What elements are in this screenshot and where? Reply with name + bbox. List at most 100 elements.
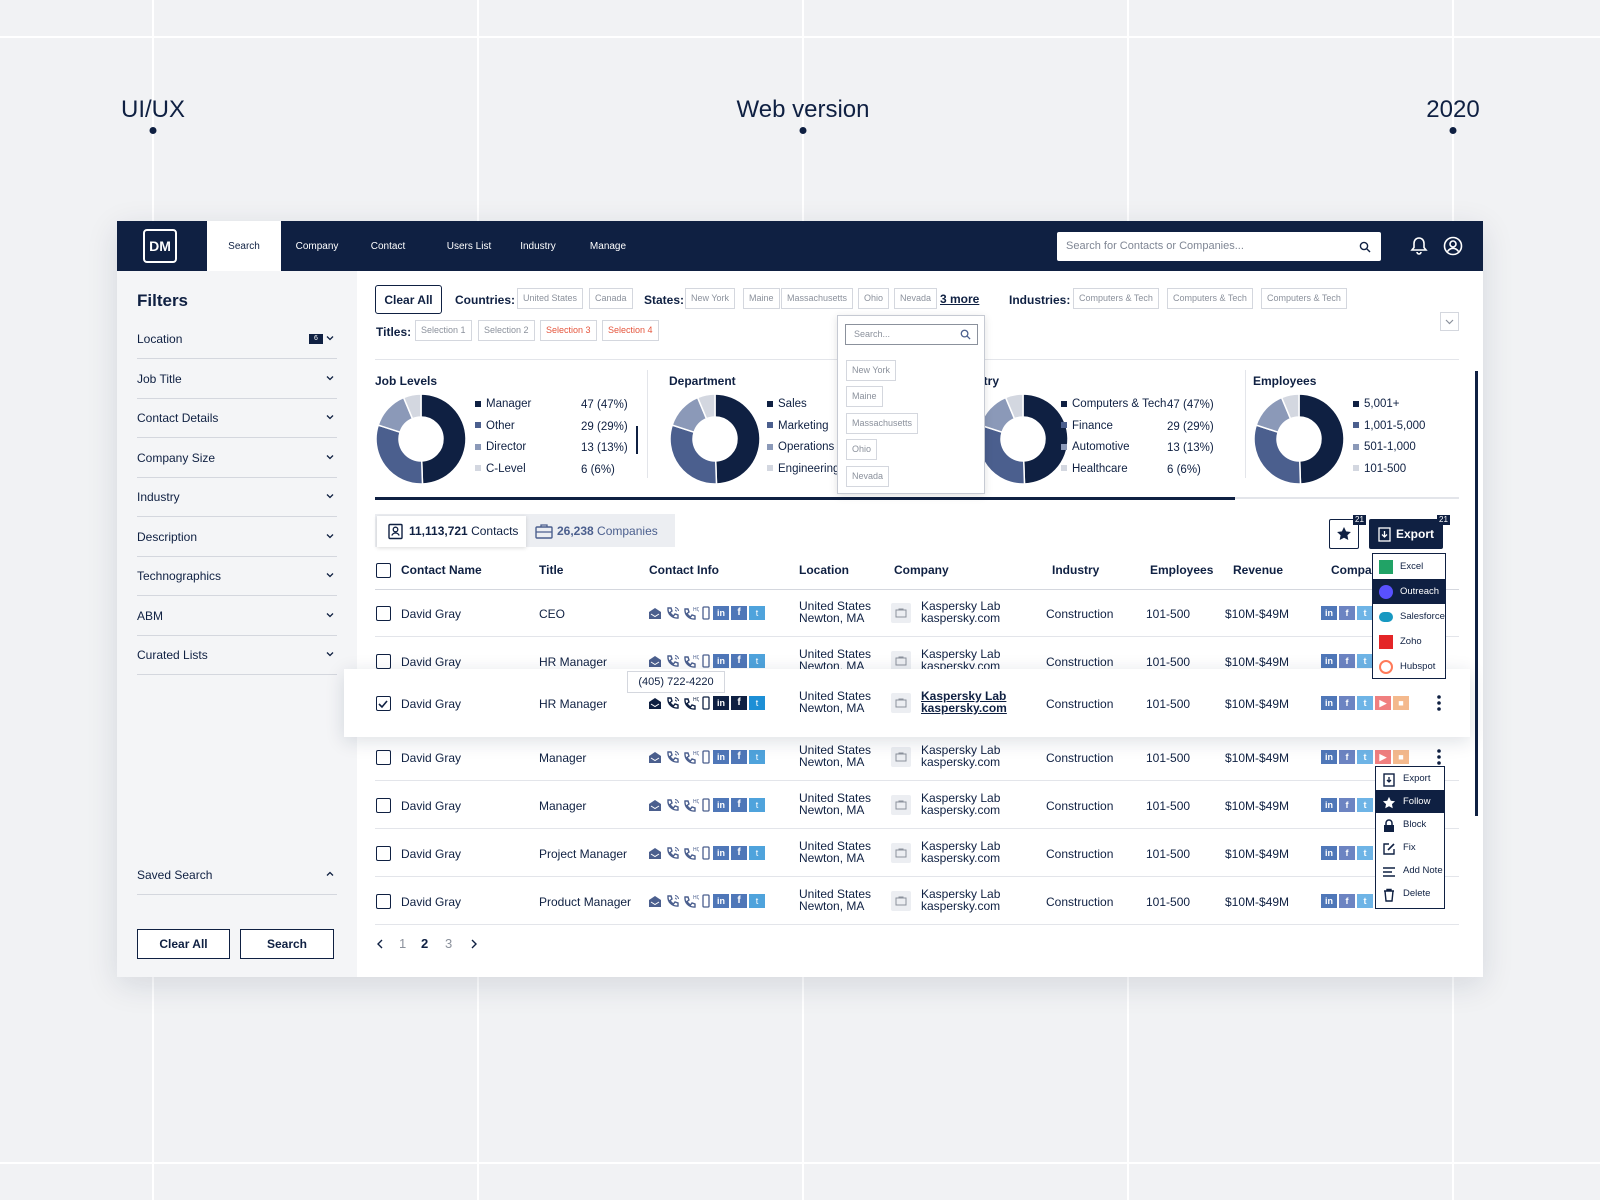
table-row[interactable]: David Gray Product Manager HQ in f t United St…	[357, 877, 1483, 925]
chevron-right-icon[interactable]	[469, 938, 479, 950]
row-checkbox[interactable]	[376, 798, 391, 813]
donut-slice[interactable]	[669, 424, 718, 485]
facebook-icon[interactable]: f	[731, 894, 747, 908]
twitter-icon[interactable]: t	[1357, 654, 1373, 668]
col-employees[interactable]: Employees	[1150, 563, 1214, 577]
col-contact-name[interactable]: Contact Name	[401, 563, 482, 577]
linkedin-icon[interactable]: in	[1321, 798, 1337, 812]
tab-manage[interactable]: Manage	[589, 241, 627, 252]
company-name[interactable]: Kaspersky Lab	[921, 689, 1007, 703]
crunchbase-icon[interactable]: ■	[1393, 750, 1409, 764]
companies-tab[interactable]: 26,238 Companies	[535, 516, 658, 547]
crunchbase-icon[interactable]: ■	[1393, 696, 1409, 710]
tab-search[interactable]: Search	[207, 221, 281, 271]
facebook-icon[interactable]: f	[731, 750, 747, 764]
col-company[interactable]: Company	[894, 563, 949, 577]
col-contact-info[interactable]: Contact Info	[649, 563, 719, 577]
mobile-icon[interactable]	[701, 750, 711, 764]
facebook-icon[interactable]: f	[1339, 606, 1355, 620]
col-title[interactable]: Title	[539, 563, 564, 577]
facebook-icon[interactable]: f	[1339, 750, 1355, 764]
action-follow[interactable]: Follow	[1376, 790, 1444, 813]
facebook-icon[interactable]: f	[1339, 696, 1355, 710]
dropdown-option[interactable]: New York	[846, 360, 897, 381]
company[interactable]: Kaspersky Lab kaspersky.com	[921, 690, 1007, 714]
export-hubspot[interactable]: Hubspot	[1373, 654, 1445, 679]
row-checkbox[interactable]	[376, 750, 391, 765]
company-domain[interactable]: kaspersky.com	[921, 611, 1001, 625]
twitter-icon[interactable]: t	[1357, 798, 1373, 812]
page-2[interactable]: 2	[421, 936, 429, 951]
dropdown-option[interactable]: Massachusetts	[846, 413, 919, 434]
row-checkbox[interactable]	[376, 894, 391, 909]
youtube-icon[interactable]: ▶	[1375, 750, 1391, 764]
donut-slice[interactable]	[714, 393, 761, 485]
filter-industry[interactable]: Industry	[137, 477, 337, 517]
filter-company-size[interactable]: Company Size	[137, 438, 337, 478]
table-row[interactable]: David Gray CEO HQ in f t United States Newton, …	[357, 589, 1483, 637]
industry-chip[interactable]: Computers & Tech	[1261, 288, 1347, 309]
email-icon[interactable]	[647, 750, 663, 764]
export-zoho[interactable]: Zoho	[1373, 629, 1445, 654]
linkedin-icon[interactable]: in	[713, 894, 729, 908]
company-name[interactable]: Kaspersky Lab	[921, 887, 1001, 901]
twitter-icon[interactable]: t	[1357, 750, 1373, 764]
linkedin-icon[interactable]: in	[713, 846, 729, 860]
sidebar-search-button[interactable]: Search	[240, 929, 334, 959]
clear-all-button[interactable]: Clear All	[375, 285, 442, 314]
legend-scrollbar[interactable]	[636, 426, 638, 454]
filter-curated-lists[interactable]: Curated Lists	[137, 635, 337, 675]
twitter-icon[interactable]: t	[749, 846, 765, 860]
tab-contact[interactable]: Contact	[370, 241, 406, 252]
table-row[interactable]: David Gray Manager HQ in f t United States Newt…	[357, 781, 1483, 829]
action-add-note[interactable]: Add Note	[1376, 859, 1444, 882]
state-chip[interactable]: New York	[685, 288, 736, 309]
search-icon[interactable]	[1359, 241, 1371, 253]
more-vertical-icon[interactable]	[1436, 749, 1442, 765]
company[interactable]: Kaspersky Lab kaspersky.com	[921, 840, 1000, 864]
saved-search-toggle[interactable]: Saved Search	[137, 855, 337, 895]
dropdown-option[interactable]: Ohio	[846, 439, 878, 460]
filter-location[interactable]: Location 6	[137, 319, 337, 359]
company[interactable]: Kaspersky Lab kaspersky.com	[921, 792, 1000, 816]
phone-icon[interactable]	[665, 654, 681, 668]
nav-search-input[interactable]	[1066, 240, 1346, 252]
twitter-icon[interactable]: t	[1357, 696, 1373, 710]
logo[interactable]: DM	[143, 229, 177, 263]
hq-phone-icon[interactable]: HQ	[683, 696, 701, 710]
dropdown-option[interactable]: Maine	[846, 386, 883, 407]
twitter-icon[interactable]: t	[749, 750, 765, 764]
twitter-icon[interactable]: t	[749, 606, 765, 620]
facebook-icon[interactable]: f	[731, 606, 747, 620]
action-delete[interactable]: Delete	[1376, 882, 1444, 905]
filter-technographics[interactable]: Technographics	[137, 556, 337, 596]
contact-name[interactable]: David Gray	[401, 751, 462, 765]
donut-slice[interactable]	[1004, 393, 1024, 420]
twitter-icon[interactable]: t	[1357, 894, 1373, 908]
contacts-tab[interactable]: 11,113,721 Contacts	[377, 516, 526, 547]
row-checkbox[interactable]	[376, 606, 391, 621]
row-checkbox[interactable]	[376, 696, 391, 711]
export-excel[interactable]: Excel	[1373, 554, 1445, 579]
col-location[interactable]: Location	[799, 563, 849, 577]
linkedin-icon[interactable]: in	[1321, 696, 1337, 710]
export-button[interactable]: Export	[1369, 519, 1443, 549]
email-icon[interactable]	[647, 894, 663, 908]
company-domain[interactable]: kaspersky.com	[921, 701, 1007, 715]
filter-abm[interactable]: ABM	[137, 596, 337, 636]
company-domain[interactable]: kaspersky.com	[921, 851, 1001, 865]
facebook-icon[interactable]: f	[1339, 654, 1355, 668]
chevron-left-icon[interactable]	[375, 938, 385, 950]
linkedin-icon[interactable]: in	[1321, 846, 1337, 860]
company-name[interactable]: Kaspersky Lab	[921, 791, 1001, 805]
linkedin-icon[interactable]: in	[1321, 750, 1337, 764]
donut-slice[interactable]	[696, 393, 716, 420]
user-icon[interactable]	[1443, 236, 1463, 256]
company-name[interactable]: Kaspersky Lab	[921, 647, 1001, 661]
linkedin-icon[interactable]: in	[713, 696, 729, 710]
donut-slice[interactable]	[1298, 393, 1345, 485]
email-icon[interactable]	[647, 846, 663, 860]
twitter-icon[interactable]: t	[1357, 606, 1373, 620]
action-block[interactable]: Block	[1376, 813, 1444, 836]
state-chip[interactable]: Maine	[743, 288, 780, 309]
